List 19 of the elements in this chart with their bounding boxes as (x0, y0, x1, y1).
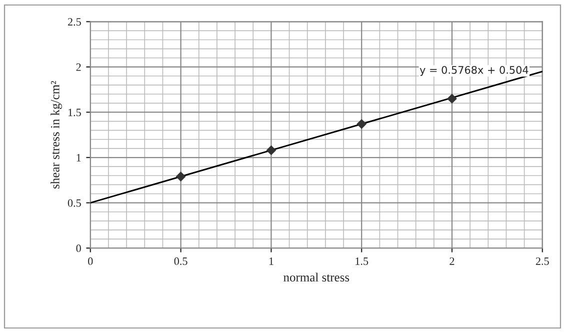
x-tick-label: 2 (450, 257, 454, 265)
x-tick-label: 2.5 (536, 257, 549, 265)
x-tick-label: 1 (269, 257, 274, 265)
y-tick-label: 2.5 (68, 18, 81, 26)
y-axis-title: shear stress in kg/cm² (50, 81, 62, 188)
x-tick-label: 0.5 (174, 257, 188, 265)
y-tick-label: 0.5 (68, 199, 81, 207)
point (266, 145, 276, 156)
x-tick-label: 1.5 (356, 257, 368, 265)
x-axis-title: normal stress (284, 272, 350, 282)
x-tick-label: 0 (88, 257, 93, 265)
annotation: y = 0.5768x + 0.504 (420, 66, 528, 76)
y-tick-label: 1 (76, 154, 81, 162)
y-tick-label: 2 (76, 63, 81, 71)
y-tick-label: 0 (76, 244, 81, 252)
point (176, 172, 186, 182)
y-tick-label: 1.5 (68, 108, 81, 116)
point (447, 94, 457, 104)
point (356, 119, 366, 129)
